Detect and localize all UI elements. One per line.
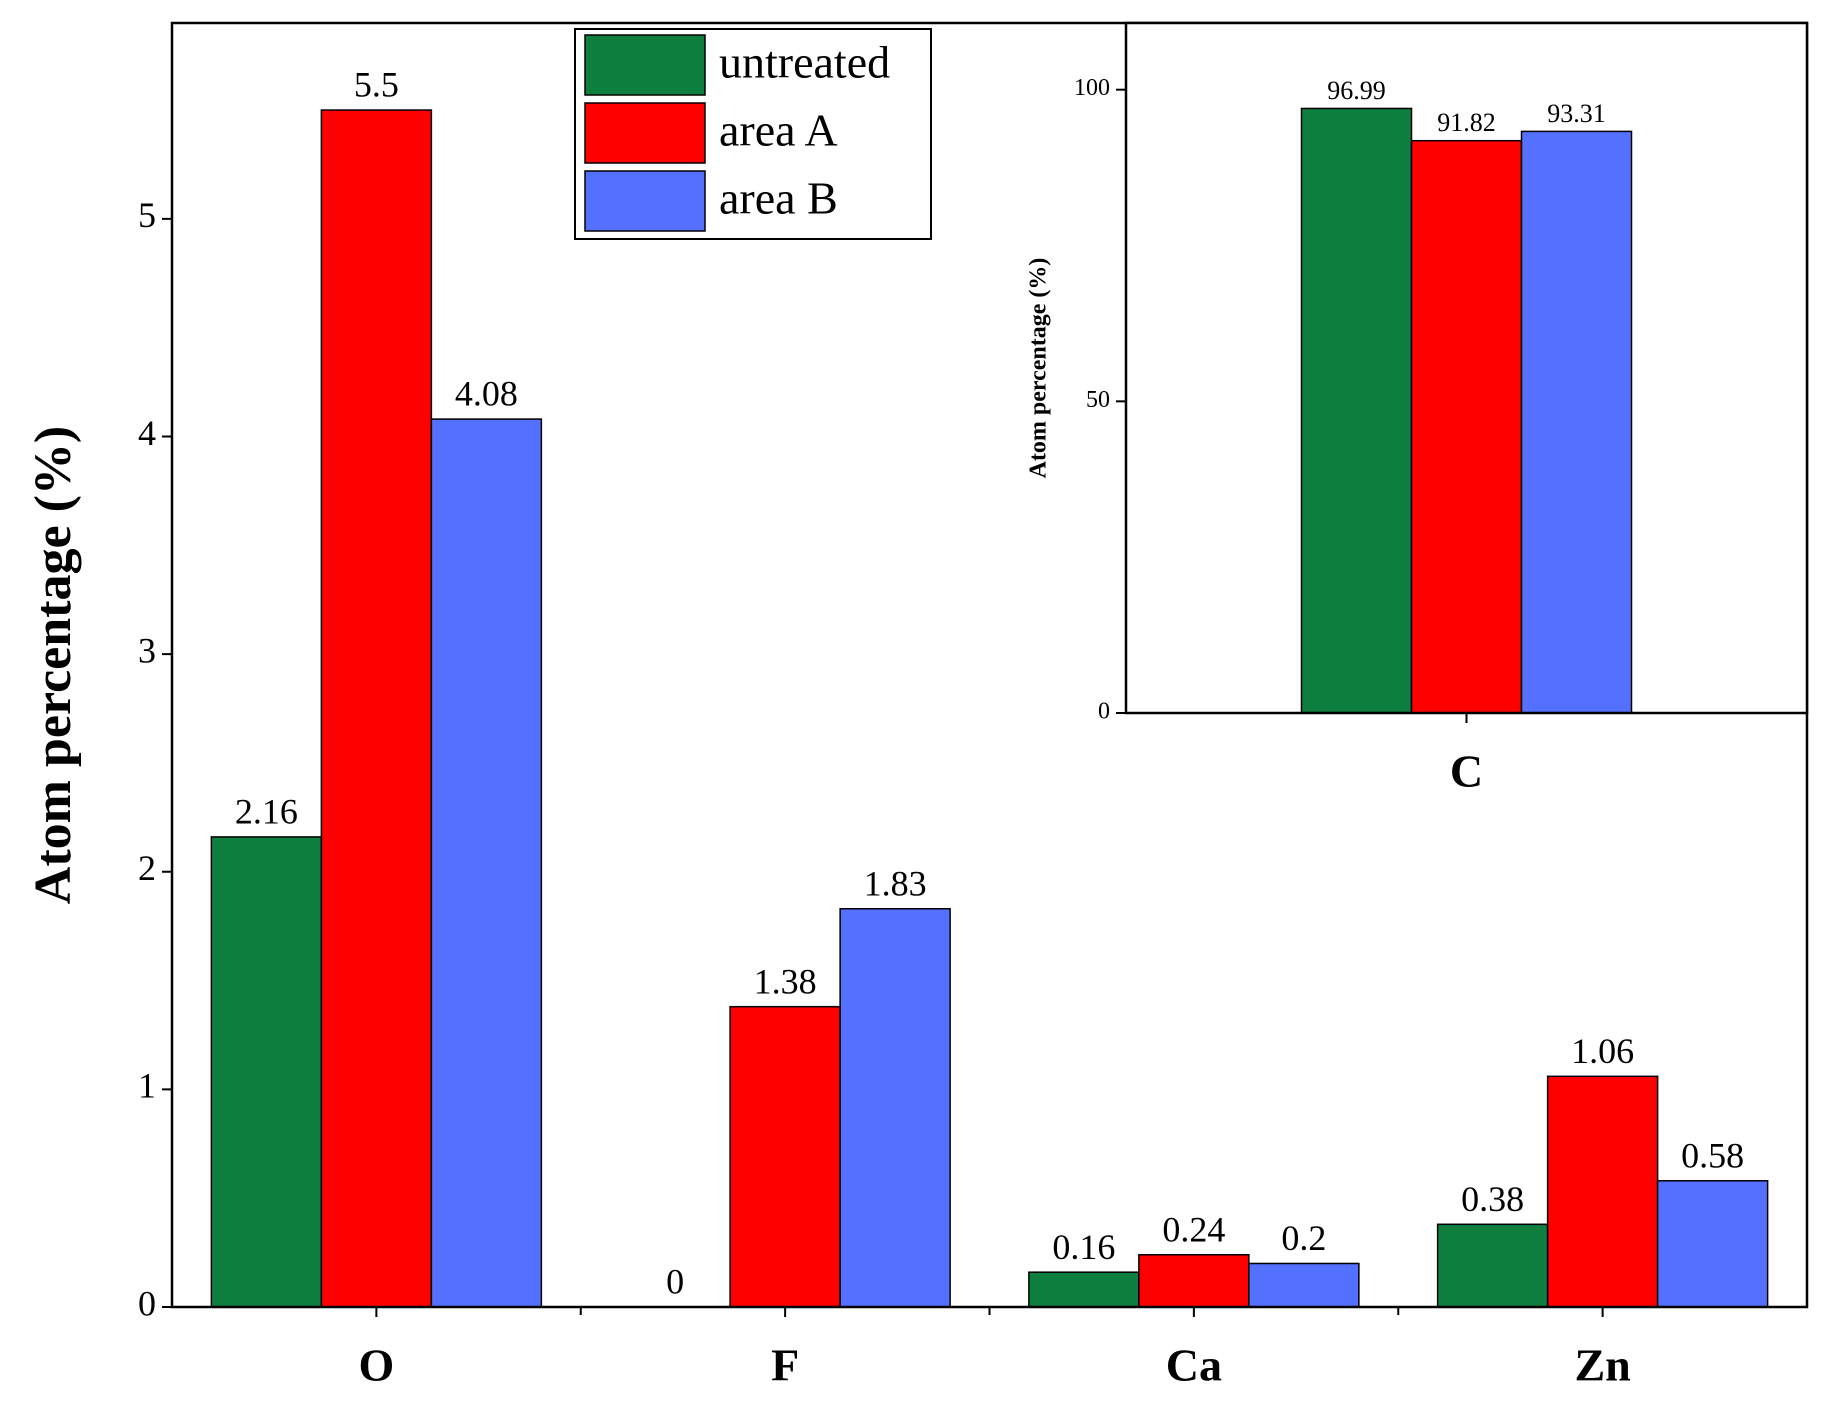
bar <box>1546 1075 1659 1308</box>
bar <box>1410 139 1523 714</box>
value-label: 0.58 <box>1681 1135 1744 1175</box>
y-tick-label: 100 <box>1074 75 1110 101</box>
value-label: 96.99 <box>1327 76 1386 105</box>
legend-swatch <box>584 34 706 96</box>
bar <box>1300 107 1413 714</box>
value-label: 93.31 <box>1547 99 1606 128</box>
bar <box>320 109 433 1308</box>
value-label: 0.24 <box>1162 1209 1225 1249</box>
bar <box>1520 130 1633 714</box>
bar <box>839 907 951 1308</box>
x-tick-label: F <box>771 1340 799 1391</box>
value-label: 4.08 <box>455 374 518 414</box>
value-label: 1.83 <box>864 863 927 903</box>
y-tick-label: 1 <box>138 1066 156 1106</box>
legend-label: untreated <box>719 37 890 88</box>
y-tick-label: 0 <box>1098 699 1110 725</box>
y-tick-label: 2 <box>138 848 156 888</box>
y-tick-label: 0 <box>138 1283 156 1323</box>
y-axis-title: Atom percentage (%) <box>1026 258 1052 479</box>
value-label: 0.38 <box>1461 1179 1524 1219</box>
value-label: 5.5 <box>354 65 399 105</box>
bar <box>210 836 323 1308</box>
legend-label: area B <box>719 173 838 224</box>
legend-swatch <box>584 170 706 232</box>
x-tick-label: C <box>1450 746 1483 797</box>
x-tick-label: Zn <box>1574 1340 1630 1391</box>
value-label: 91.82 <box>1437 108 1496 137</box>
value-label: 1.38 <box>754 961 817 1001</box>
y-axis-title: Atom percentage (%) <box>25 426 82 904</box>
bar <box>1138 1254 1250 1308</box>
y-tick-label: 3 <box>138 630 156 670</box>
bar <box>1436 1223 1549 1308</box>
legend-label: area A <box>719 105 838 156</box>
y-tick-label: 5 <box>138 195 156 235</box>
x-tick-label: O <box>358 1340 394 1391</box>
bar <box>430 418 543 1308</box>
y-tick-label: 4 <box>138 413 156 453</box>
value-label: 1.06 <box>1571 1031 1634 1071</box>
bar <box>729 1005 841 1308</box>
value-label: 0.16 <box>1052 1227 1115 1267</box>
value-label: 2.16 <box>235 792 298 832</box>
x-tick-label: Ca <box>1166 1340 1222 1391</box>
plot-frame <box>1124 21 1809 715</box>
value-label: 0.2 <box>1281 1218 1326 1258</box>
y-tick-label: 50 <box>1086 387 1110 413</box>
legend-swatch <box>584 102 706 164</box>
bar <box>1656 1180 1769 1308</box>
bar <box>1028 1271 1140 1308</box>
bar <box>1248 1262 1360 1308</box>
value-label: 0 <box>666 1262 684 1302</box>
